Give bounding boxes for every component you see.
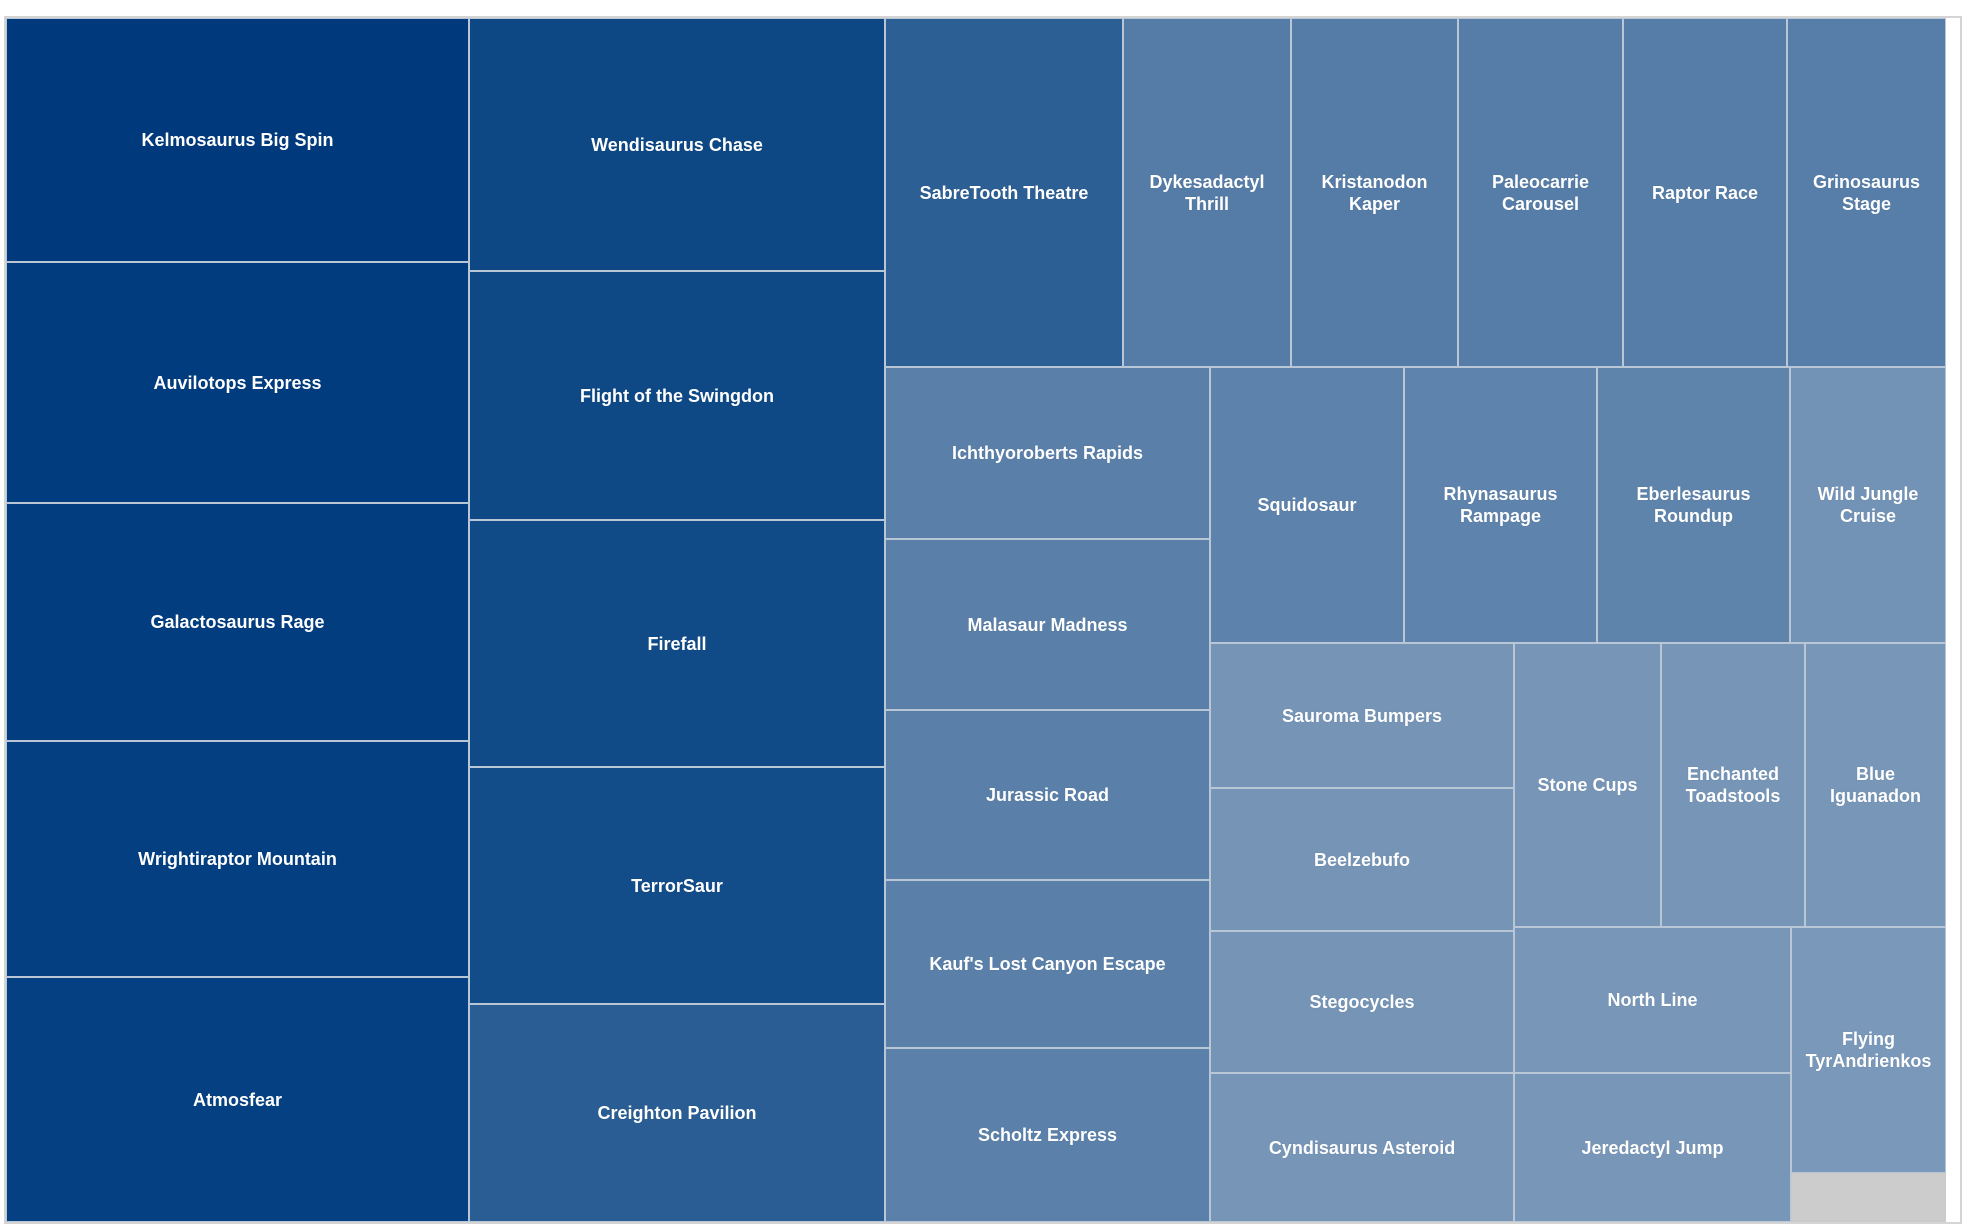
treemap-cell-label: Stone Cups	[1537, 775, 1638, 795]
treemap-cell-jeredactyl-jump[interactable]: Jeredactyl Jump	[1514, 1073, 1791, 1222]
treemap-frame: Kelmosaurus Big Spin Auvilotops Express Ga…	[4, 16, 1962, 1224]
treemap-cell-label: Galactosaurus Rage	[150, 612, 325, 632]
treemap-cell-label: Rhynasaurus Rampage	[1443, 484, 1558, 526]
treemap-cell-grinosaurus-stage[interactable]: Grinosaurus Stage	[1787, 18, 1946, 367]
treemap-cell-label: North Line	[1607, 990, 1698, 1010]
treemap-cell-terrorsaur[interactable]: TerrorSaur	[469, 767, 885, 1004]
treemap-cell-scholtz-express[interactable]: Scholtz Express	[885, 1048, 1210, 1222]
treemap-cell-label: Wrightiraptor Mountain	[138, 849, 337, 869]
treemap-cell-label: Beelzebufo	[1313, 849, 1410, 870]
treemap-cell-auvilotops-express[interactable]: Auvilotops Express	[6, 262, 469, 503]
treemap-cell-squidosaur[interactable]: Squidosaur	[1210, 367, 1404, 643]
treemap-cell-label: Blue Iguanadon	[1830, 764, 1921, 806]
treemap-cell-flying-tyrandrienkos[interactable]: Flying TyrAndrienkos	[1791, 927, 1946, 1173]
treemap-cell-raptor-race[interactable]: Raptor Race	[1623, 18, 1787, 367]
treemap-cell-label: Eberlesaurus Roundup	[1636, 484, 1751, 526]
treemap-cell-beelzebufo[interactable]: Beelzebufo	[1210, 788, 1514, 931]
treemap-cell-label: Jurassic Road	[985, 785, 1110, 805]
treemap-cell-wendisaurus-chase[interactable]: Wendisaurus Chase	[469, 18, 885, 271]
treemap-cell-label: Paleocarrie Carousel	[1491, 171, 1590, 214]
treemap-cell-label: Squidosaur	[1257, 495, 1357, 515]
treemap-cell-eberlesaurus-roundup[interactable]: Eberlesaurus Roundup	[1597, 367, 1790, 643]
treemap-cell-atmosfear[interactable]: Atmosfear	[6, 977, 469, 1222]
treemap-cell-creighton-pavilion[interactable]: Creighton Pavilion	[469, 1004, 885, 1222]
treemap-cell-label: Cyndisaurus Asteroid	[1268, 1137, 1456, 1158]
treemap-cell-ichthyoroberts-rapids[interactable]: Ichthyoroberts Rapids	[885, 367, 1210, 539]
treemap-cell-stegocycles[interactable]: Stegocycles	[1210, 931, 1514, 1073]
treemap-cell-cyndisaurus-asteroid[interactable]: Cyndisaurus Asteroid	[1210, 1073, 1514, 1222]
treemap-cell-label: Sauroma Bumpers	[1281, 705, 1443, 726]
treemap-cell-galactosaurus-rage[interactable]: Galactosaurus Rage	[6, 503, 469, 741]
treemap-cell-label: SabreTooth Theatre	[919, 182, 1089, 203]
treemap-cell-sabretooth-theatre[interactable]: SabreTooth Theatre	[885, 18, 1123, 367]
treemap-cell-label: Flight of the Swingdon	[580, 385, 774, 406]
treemap-cell-label: Dykesadactyl Thrill	[1149, 171, 1265, 214]
treemap-cell-label: Flying TyrAndrienkos	[1805, 1029, 1932, 1071]
treemap-cell-label: Grinosaurus Stage	[1812, 171, 1921, 214]
treemap-cell-label: Ichthyoroberts Rapids	[951, 443, 1144, 463]
treemap-cell-wrightiraptor-mountain[interactable]: Wrightiraptor Mountain	[6, 741, 469, 977]
treemap-cell-label: Stegocycles	[1309, 992, 1415, 1012]
treemap-cell-jurassic-road[interactable]: Jurassic Road	[885, 710, 1210, 880]
treemap-cell-firefall[interactable]: Firefall	[469, 520, 885, 767]
treemap-cell-label: Kristanodon Kaper	[1321, 171, 1428, 214]
treemap-cell-rhynasaurus-rampage[interactable]: Rhynasaurus Rampage	[1404, 367, 1597, 643]
treemap-cell-kelmosaurus-big-spin[interactable]: Kelmosaurus Big Spin	[6, 18, 469, 262]
treemap-cell-north-line[interactable]: North Line	[1514, 927, 1791, 1073]
treemap-cell-label: Firefall	[647, 633, 707, 654]
treemap-cell-wild-jungle-cruise[interactable]: Wild Jungle Cruise	[1790, 367, 1946, 643]
treemap-cell-label: Scholtz Express	[977, 1125, 1118, 1145]
treemap-cell-stone-cups[interactable]: Stone Cups	[1514, 643, 1661, 927]
treemap-cell-enchanted-toadstools[interactable]: Enchanted Toadstools	[1661, 643, 1805, 927]
treemap-cell-label: Auvilotops Express	[153, 372, 322, 393]
treemap-cell-label: Raptor Race	[1651, 182, 1759, 203]
treemap-cell-blue-iguanadon[interactable]: Blue Iguanadon	[1805, 643, 1946, 927]
treemap-cell-label: Kauf's Lost Canyon Escape	[929, 954, 1166, 974]
treemap-cell-label: Malasaur Madness	[967, 614, 1128, 635]
treemap-chart: Kelmosaurus Big Spin Auvilotops Express Ga…	[6, 18, 1960, 1222]
treemap-cell-label: TerrorSaur	[631, 875, 723, 896]
treemap-cell-kristanodon-kaper[interactable]: Kristanodon Kaper	[1291, 18, 1458, 367]
treemap-cell-label: Wendisaurus Chase	[591, 134, 763, 155]
treemap-cell-empty[interactable]	[1791, 1173, 1946, 1222]
treemap-cell-kauf-s-lost-canyon-escape[interactable]: Kauf's Lost Canyon Escape	[885, 880, 1210, 1048]
treemap-cell-label: Jeredactyl Jump	[1581, 1137, 1724, 1158]
treemap-cell-malasaur-madness[interactable]: Malasaur Madness	[885, 539, 1210, 710]
treemap-cell-label: Wild Jungle Cruise	[1817, 484, 1919, 526]
treemap-cell-label: Creighton Pavilion	[597, 1103, 757, 1123]
treemap-cell-paleocarrie-carousel[interactable]: Paleocarrie Carousel	[1458, 18, 1623, 367]
treemap-cell-sauroma-bumpers[interactable]: Sauroma Bumpers	[1210, 643, 1514, 788]
treemap-cell-label: Kelmosaurus Big Spin	[141, 130, 334, 150]
treemap-cell-flight-of-the-swingdon[interactable]: Flight of the Swingdon	[469, 271, 885, 520]
treemap-cell-label: Enchanted Toadstools	[1685, 764, 1781, 806]
treemap-cell-label: Atmosfear	[192, 1089, 283, 1110]
treemap-cell-dykesadactyl-thrill[interactable]: Dykesadactyl Thrill	[1123, 18, 1291, 367]
